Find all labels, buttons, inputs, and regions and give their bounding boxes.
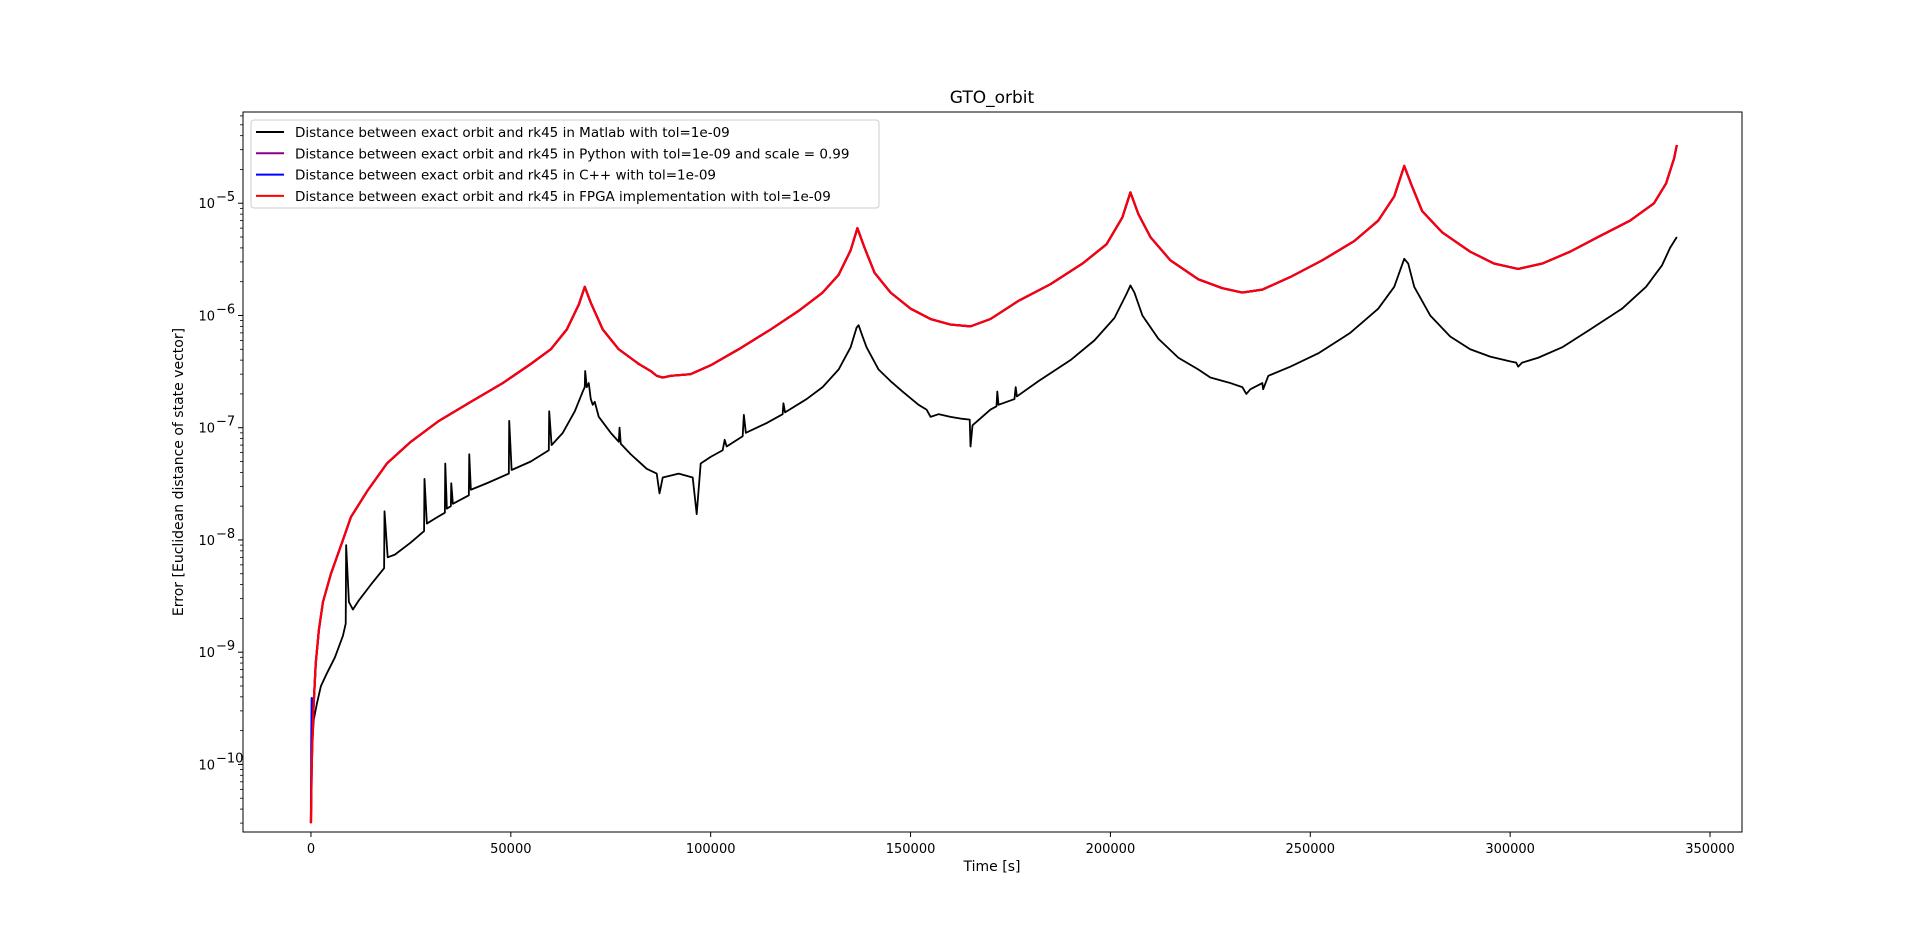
legend-entry: Distance between exact orbit and rk45 in… [295, 168, 716, 184]
x-axis: 0 50000 100000 150000 200000 250000 300000 3500… [307, 832, 1735, 857]
y-tick-exponent: −6 [216, 302, 235, 317]
x-axis-label: Time [s] [963, 859, 1021, 875]
y-tick-label: 10 [198, 534, 215, 549]
x-tick-label: 200000 [1086, 842, 1136, 857]
series-layer [309, 144, 1678, 824]
x-tick-label: 100000 [686, 842, 736, 857]
y-tick-label: 10 [198, 422, 215, 437]
y-tick-exponent: −9 [216, 639, 235, 654]
chart-title: GTO_orbit [950, 88, 1035, 108]
legend-entry: Distance between exact orbit and rk45 in… [295, 146, 849, 162]
series-line-1 [310, 236, 1678, 824]
y-tick-label: 10 [198, 309, 215, 324]
legend-box [250, 119, 880, 209]
x-tick-label: 0 [307, 842, 315, 857]
x-tick-label: 300000 [1485, 842, 1535, 857]
y-axis-label: Error [Euclidean distance of state vecto… [171, 328, 187, 616]
x-tick-label: 50000 [490, 842, 531, 857]
x-tick-label: 250000 [1285, 842, 1335, 857]
y-tick-exponent: −7 [216, 415, 235, 430]
y-tick-label: 10 [198, 646, 215, 661]
y-tick-label: 10 [198, 758, 215, 773]
y-tick-exponent: −10 [216, 751, 243, 766]
legend-entry: Distance between exact orbit and rk45 in… [295, 125, 730, 141]
y-tick-exponent: −5 [216, 190, 235, 205]
x-tick-label: 150000 [886, 842, 936, 857]
series-line-4 [309, 144, 1678, 824]
y-tick-label: 10 [198, 197, 215, 212]
x-tick-label: 350000 [1685, 842, 1735, 857]
legend: Distance between exact orbit and rk45 in… [250, 119, 880, 209]
legend-entry: Distance between exact orbit and rk45 in… [295, 189, 831, 205]
y-tick-exponent: −8 [216, 527, 235, 542]
